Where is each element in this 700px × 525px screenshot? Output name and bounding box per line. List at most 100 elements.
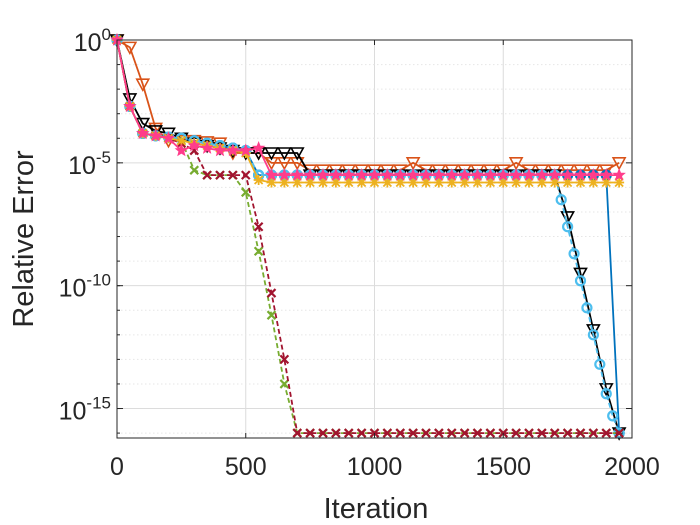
marker-star: [612, 168, 626, 181]
marker-asterisk: [292, 177, 303, 188]
marker-cross: [266, 310, 277, 320]
y-axis-title: Relative Error: [8, 150, 40, 328]
marker-star: [419, 168, 433, 181]
marker-cross: [253, 221, 264, 232]
marker-star: [174, 143, 189, 157]
y-tick-label: 10-15: [59, 394, 111, 426]
marker-cross: [279, 354, 290, 365]
marker-circle: [581, 302, 593, 314]
marker-asterisk: [588, 177, 599, 188]
x-tick-labels: 0 500 1000 1500 2000: [110, 453, 660, 481]
marker-star: [135, 126, 150, 140]
y-tick-exponent: 0: [102, 25, 111, 44]
marker-star: [586, 168, 601, 181]
marker-triangle: [264, 147, 279, 161]
marker-star: [547, 168, 562, 181]
marker-cross: [318, 428, 328, 438]
marker-cross: [472, 428, 483, 438]
y-tick-label: 100: [74, 25, 111, 57]
marker-star: [432, 168, 446, 181]
marker-cross: [562, 428, 573, 438]
marker-cross: [189, 165, 200, 175]
marker-asterisk: [343, 177, 354, 188]
marker-triangle: [508, 157, 524, 171]
marker-cross: [356, 428, 367, 438]
marker-star: [329, 168, 343, 181]
marker-circle: [555, 194, 567, 206]
marker-circle: [600, 388, 612, 400]
marker-asterisk: [601, 177, 612, 188]
y-tick-exponent: -10: [86, 271, 111, 290]
marker-cross: [575, 428, 586, 438]
x-tick-label: 0: [110, 453, 124, 481]
marker-cross: [240, 170, 251, 180]
marker-star: [200, 141, 214, 154]
y-tick-base: 10: [68, 152, 96, 180]
marker-star: [444, 168, 459, 181]
marker-star: [238, 143, 253, 157]
marker-circle: [568, 248, 580, 260]
marker-star: [123, 99, 137, 113]
marker-triangle: [405, 157, 421, 171]
marker-triangle: [135, 78, 151, 92]
marker-cross: [292, 428, 303, 438]
marker-cross: [395, 428, 406, 438]
series-layer: [109, 32, 627, 441]
x-axis-title: Iteration: [324, 493, 429, 525]
marker-cross: [331, 428, 341, 438]
marker-star: [341, 168, 356, 181]
marker-cross: [601, 428, 612, 438]
marker-asterisk: [472, 177, 483, 188]
marker-asterisk: [446, 177, 457, 188]
marker-star: [393, 168, 408, 181]
marker-cross: [266, 288, 277, 298]
marker-star: [560, 168, 575, 181]
marker-circle: [574, 275, 587, 287]
marker-asterisk: [176, 135, 187, 146]
marker-circle: [594, 358, 606, 370]
marker-triangle: [289, 147, 305, 161]
marker-cross: [434, 428, 444, 438]
y-tick-base: 10: [74, 29, 102, 57]
marker-star: [509, 168, 523, 181]
marker-star: [316, 168, 330, 181]
marker-star: [161, 131, 176, 145]
marker-asterisk: [614, 177, 625, 188]
marker-asterisk: [382, 177, 393, 188]
marker-cross: [240, 187, 251, 198]
marker-star: [277, 168, 292, 181]
marker-asterisk: [498, 177, 509, 188]
marker-star: [148, 128, 163, 142]
marker-cross: [343, 428, 354, 438]
marker-cross: [408, 428, 418, 438]
marker-star: [457, 168, 472, 181]
marker-star: [226, 143, 240, 157]
marker-cross: [537, 428, 547, 438]
x-tick-label: 500: [225, 453, 267, 481]
marker-star: [354, 168, 369, 181]
marker-star: [522, 168, 536, 181]
x-tick-label: 1500: [475, 453, 531, 481]
marker-cross: [511, 428, 521, 438]
marker-asterisk: [562, 177, 573, 188]
marker-circle: [587, 329, 599, 341]
series-line: [116, 39, 620, 177]
marker-triangle: [122, 41, 138, 56]
marker-cross: [279, 379, 290, 389]
marker-asterisk: [433, 177, 444, 188]
marker-cross: [215, 170, 225, 180]
y-tick-label: 10-5: [68, 148, 111, 180]
marker-asterisk: [266, 177, 277, 188]
marker-star: [380, 168, 395, 181]
marker-star: [187, 138, 202, 152]
marker-circle: [562, 221, 574, 233]
marker-star: [470, 168, 485, 181]
marker-triangle: [277, 147, 292, 161]
marker-asterisk: [305, 177, 316, 188]
marker-star: [573, 168, 588, 181]
x-tick-label: 1000: [347, 453, 403, 481]
marker-triangle: [573, 267, 588, 282]
marker-asterisk: [395, 177, 406, 188]
marker-cross: [588, 428, 599, 438]
